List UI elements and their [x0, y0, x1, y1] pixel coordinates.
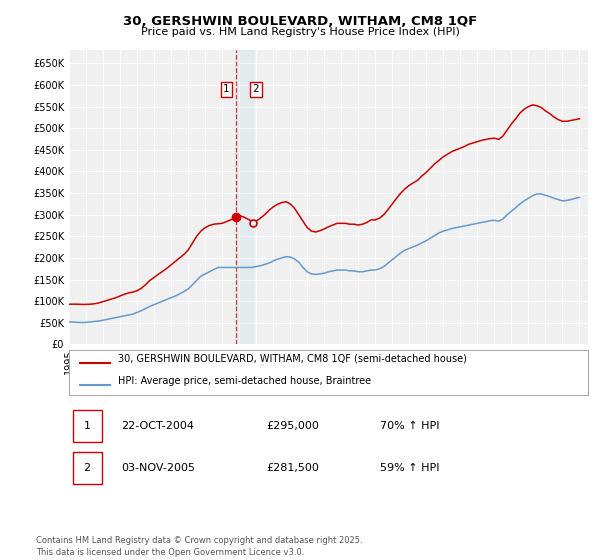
- Bar: [73, 410, 101, 442]
- Bar: [73, 452, 101, 484]
- Text: £295,000: £295,000: [266, 421, 319, 431]
- Text: 2: 2: [83, 463, 91, 473]
- Text: 22-OCT-2004: 22-OCT-2004: [121, 421, 194, 431]
- Text: HPI: Average price, semi-detached house, Braintree: HPI: Average price, semi-detached house,…: [118, 376, 371, 386]
- Text: 1: 1: [223, 85, 230, 94]
- Text: Price paid vs. HM Land Registry's House Price Index (HPI): Price paid vs. HM Land Registry's House …: [140, 27, 460, 37]
- Text: 2: 2: [253, 85, 259, 94]
- Text: 1: 1: [83, 421, 91, 431]
- Text: Contains HM Land Registry data © Crown copyright and database right 2025.
This d: Contains HM Land Registry data © Crown c…: [36, 536, 362, 557]
- Text: 30, GERSHWIN BOULEVARD, WITHAM, CM8 1QF: 30, GERSHWIN BOULEVARD, WITHAM, CM8 1QF: [123, 15, 477, 28]
- Text: £281,500: £281,500: [266, 463, 319, 473]
- Text: 59% ↑ HPI: 59% ↑ HPI: [380, 463, 440, 473]
- Text: 30, GERSHWIN BOULEVARD, WITHAM, CM8 1QF (semi-detached house): 30, GERSHWIN BOULEVARD, WITHAM, CM8 1QF …: [118, 353, 467, 363]
- Text: 03-NOV-2005: 03-NOV-2005: [121, 463, 195, 473]
- Text: 70% ↑ HPI: 70% ↑ HPI: [380, 421, 440, 431]
- Bar: [236, 50, 253, 344]
